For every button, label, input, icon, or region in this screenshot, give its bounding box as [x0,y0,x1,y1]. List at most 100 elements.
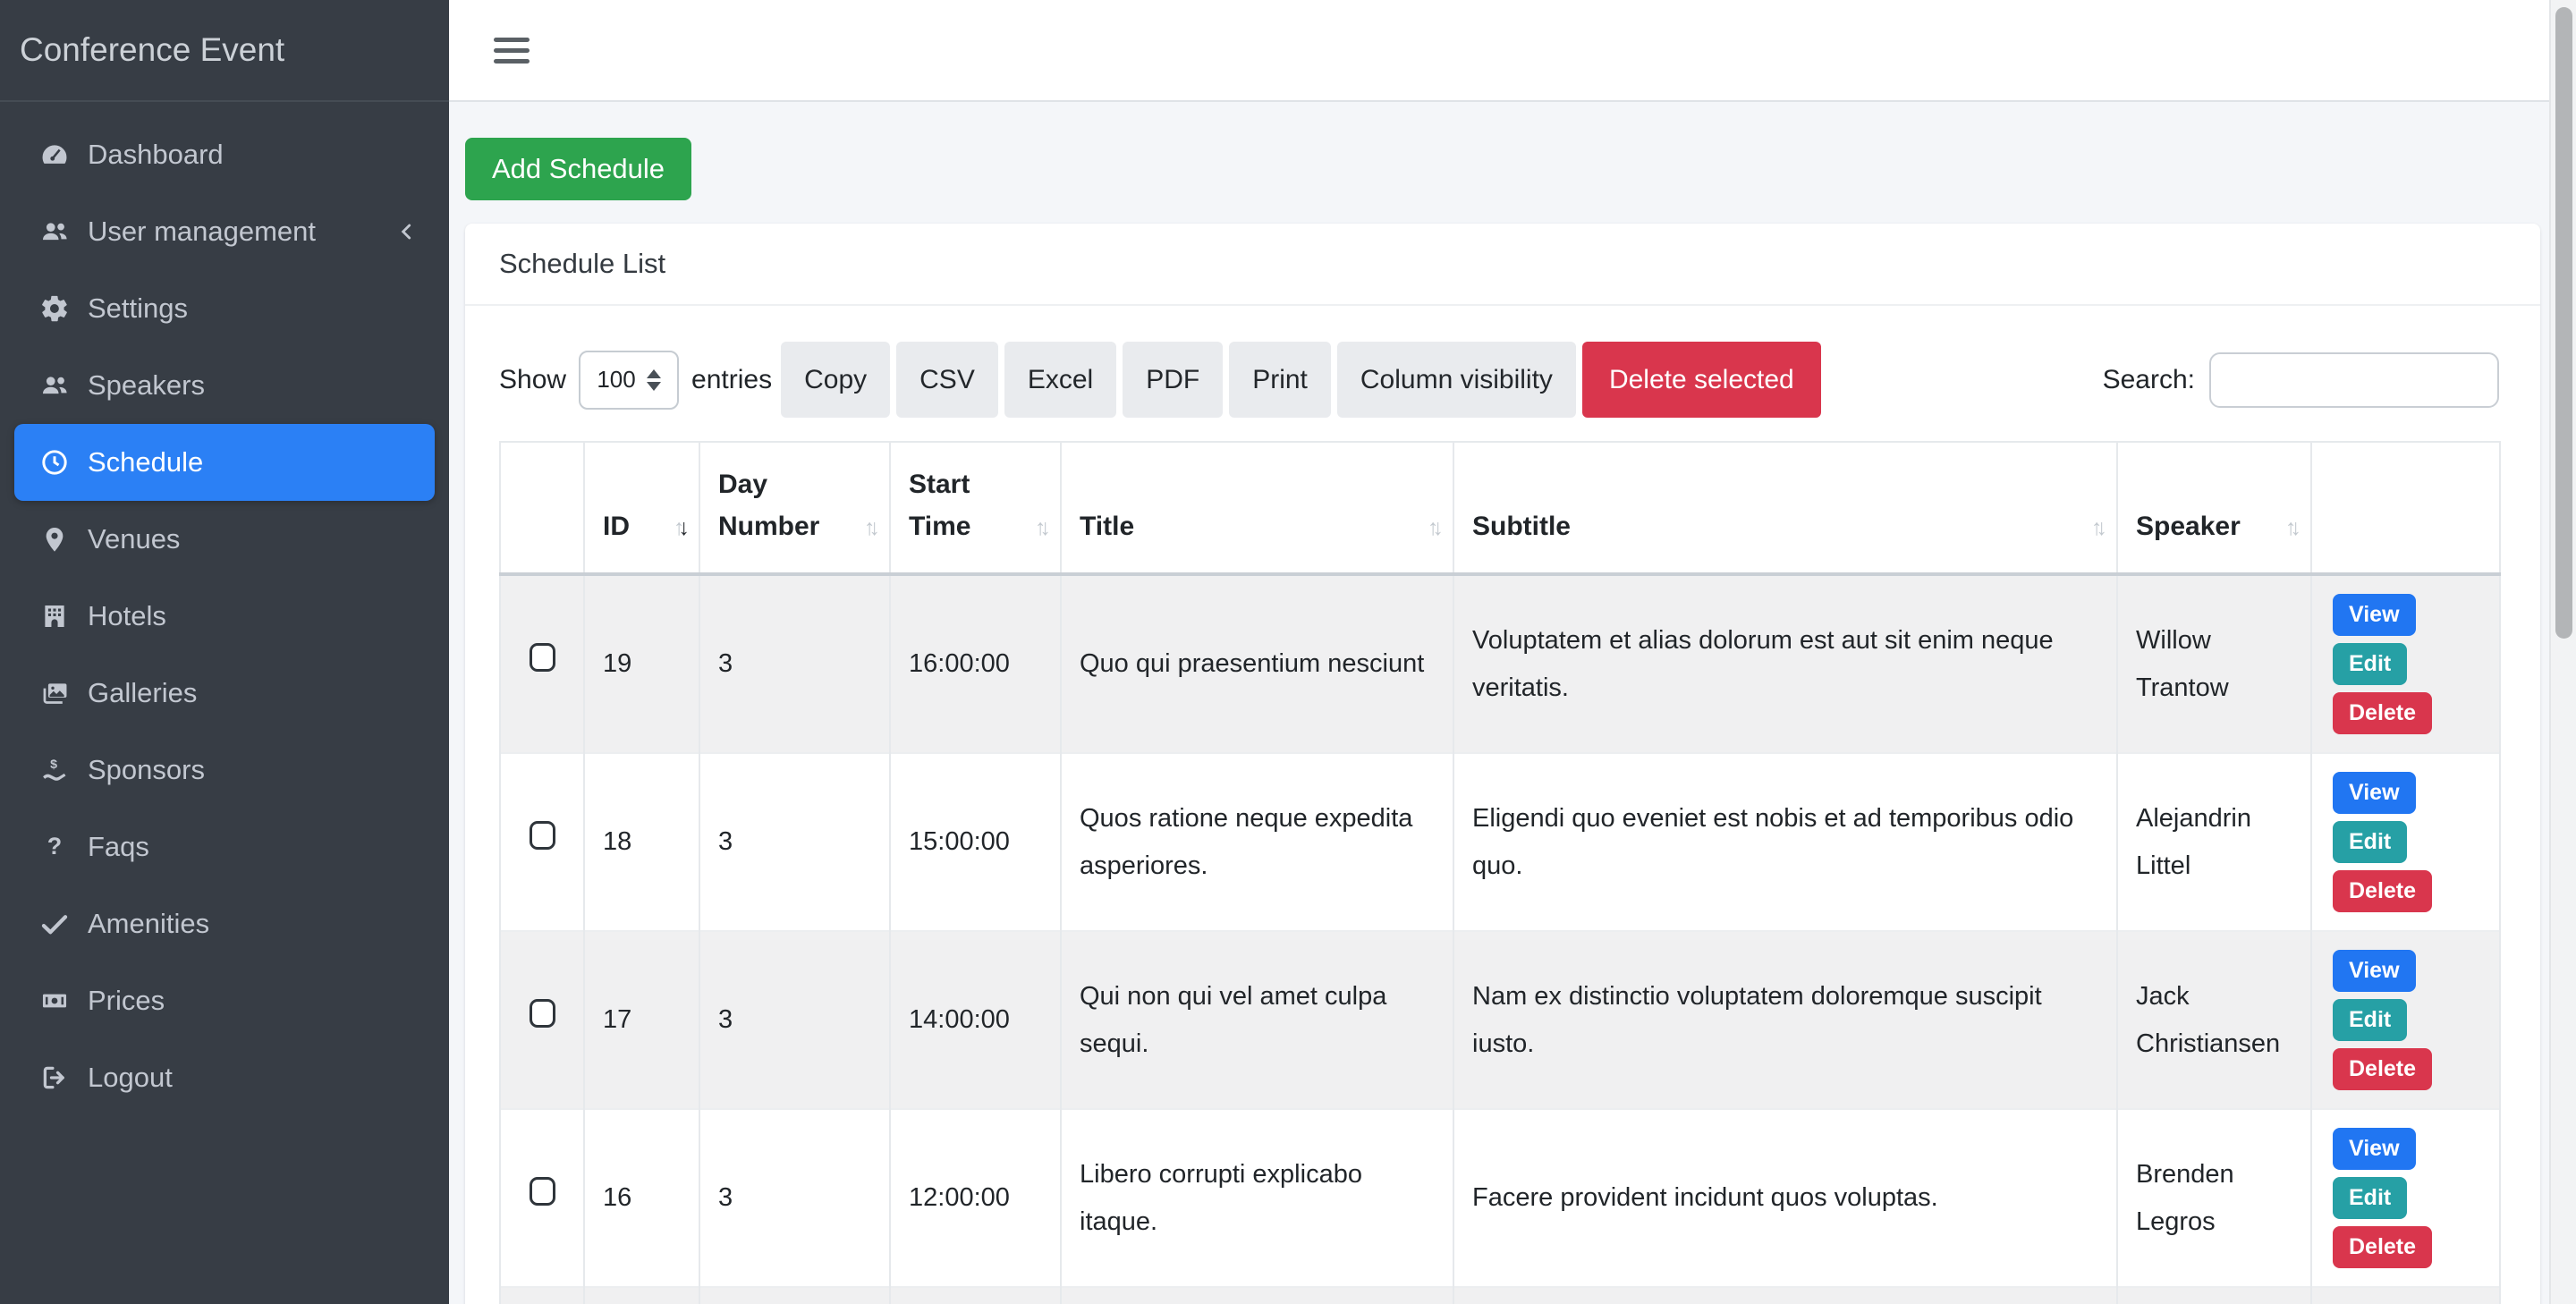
cell-id: 18 [584,752,700,931]
sidebar-item-logout[interactable]: Logout [14,1039,435,1116]
cell-subtitle: Eligendi quo eveniet est nobis et ad tem… [1453,752,2118,931]
cell-start-time: 16:00:00 [890,573,1062,753]
content-area: Add Schedule Schedule List Show 100 entr… [449,102,2576,1304]
search-input[interactable] [2209,351,2499,408]
delete-button[interactable]: Delete [2333,1226,2433,1268]
svg-text:$: $ [50,758,57,772]
users-icon [30,370,79,401]
scrollbar-track[interactable] [2549,0,2576,1304]
sidebar-item-label: Schedule [88,446,204,478]
cell-title: Qui non qui vel amet culpa sequi. [1061,930,1454,1109]
hamburger-icon [494,37,530,42]
column-header-start-time[interactable]: Start Time ↑↓ [890,441,1062,576]
show-label: Show [499,364,567,394]
sidebar-item-faqs[interactable]: ? Faqs [14,809,435,885]
cell-title: Quo qui praesentium nesciunt [1061,573,1454,753]
cell-actions: View Edit Delete [2311,1108,2501,1287]
chevron-left-icon [395,220,419,243]
column-header-label: Subtitle [1472,511,1571,541]
sidebar-item-label: Galleries [88,677,198,708]
cell-subtitle: Facere provident incidunt quos voluptas. [1453,1108,2118,1287]
view-button[interactable]: View [2333,772,2416,814]
excel-button[interactable]: Excel [1004,342,1117,418]
edit-button[interactable]: Edit [2333,643,2408,685]
view-button[interactable]: View [2333,1128,2416,1170]
sidebar-item-schedule[interactable]: Schedule [14,424,435,501]
card-title: Schedule List [465,224,2540,306]
cell-id: 17 [584,930,700,1109]
table-row: 19 3 16:00:00 Quo qui praesentium nesciu… [499,573,2501,753]
pdf-button[interactable]: PDF [1123,342,1224,418]
row-checkbox[interactable] [529,643,555,673]
schedule-table: ID ↑↓ Day Number ↑↓ Start Time ↑↓ Title … [499,441,2501,1304]
cell-speaker: Cole Emmerich [2117,1286,2312,1304]
check-icon [30,909,79,939]
table-header-row: ID ↑↓ Day Number ↑↓ Start Time ↑↓ Title … [499,441,2501,576]
clock-icon [30,447,79,478]
delete-button[interactable]: Delete [2333,870,2433,912]
entries-select[interactable]: 100 [579,350,680,410]
stepper-icon [646,368,661,391]
delete-button[interactable]: Delete [2333,1048,2433,1090]
table-body: 19 3 16:00:00 Quo qui praesentium nesciu… [499,573,2501,1304]
row-checkbox[interactable] [529,1177,555,1207]
sidebar-item-prices[interactable]: Prices [14,962,435,1039]
column-header-title[interactable]: Title ↑↓ [1061,441,1454,576]
sidebar-item-label: Faqs [88,831,149,862]
column-visibility-button[interactable]: Column visibility [1336,342,1576,418]
column-header-id[interactable]: ID ↑↓ [584,441,700,576]
copy-button[interactable]: Copy [781,342,891,418]
edit-button[interactable]: Edit [2333,1177,2408,1219]
add-schedule-button[interactable]: Add Schedule [465,138,692,200]
logout-icon [30,1063,79,1093]
svg-text:?: ? [47,833,62,859]
cell-title: Explicabo et rerum quis et ut ea. [1061,1286,1454,1304]
cell-title: Quos ratione neque expedita asperiores. [1061,752,1454,931]
view-button[interactable]: View [2333,950,2416,992]
sidebar-item-label: User management [88,216,317,247]
delete-selected-button[interactable]: Delete selected [1581,342,1821,418]
column-header-0 [499,441,585,576]
topbar [449,0,2576,102]
delete-button[interactable]: Delete [2333,692,2433,734]
column-header-speaker[interactable]: Speaker ↑↓ [2117,441,2312,576]
sidebar-item-venues[interactable]: Venues [14,501,435,578]
sidebar-item-sponsors[interactable]: $ Sponsors [14,732,435,809]
column-header-label: Title [1080,511,1135,541]
schedule-list-card: Schedule List Show 100 entries Copy CSV Ex… [465,224,2540,1304]
edit-button[interactable]: Edit [2333,999,2408,1041]
cell-speaker: Jack Christiansen [2117,930,2312,1109]
column-header-label: Speaker [2136,511,2241,541]
menu-toggle-button[interactable] [494,37,530,64]
cell-title: Libero corrupti explicabo itaque. [1061,1108,1454,1287]
sort-icon: ↑↓ [674,515,690,541]
sidebar-item-speakers[interactable]: Speakers [14,347,435,424]
sidebar-item-dashboard[interactable]: Dashboard [14,116,435,193]
column-header-subtitle[interactable]: Subtitle ↑↓ [1453,441,2118,576]
sort-icon: ↑↓ [864,515,880,541]
sort-icon: ↑↓ [1035,515,1051,541]
row-checkbox[interactable] [529,821,555,851]
column-header-day-number[interactable]: Day Number ↑↓ [699,441,891,576]
csv-button[interactable]: CSV [896,342,998,418]
cell-id: 15 [584,1286,700,1304]
sidebar-item-galleries[interactable]: Galleries [14,655,435,732]
cell-day-number: 3 [699,1108,891,1287]
cell-actions: View Edit Delete [2311,573,2501,753]
sidebar-item-amenities[interactable]: Amenities [14,885,435,962]
sort-icon: ↑↓ [2285,515,2301,541]
images-icon [30,678,79,708]
row-checkbox[interactable] [529,999,555,1029]
sidebar-item-hotels[interactable]: Hotels [14,578,435,655]
scrollbar-thumb[interactable] [2555,7,2572,639]
sidebar-item-label: Dashboard [88,139,224,170]
search-label: Search: [2102,364,2195,394]
cell-start-time: 11:00:00 [890,1286,1062,1304]
cell-actions: ViewEdit Delete [2311,1286,2501,1304]
view-button[interactable]: View [2333,594,2416,636]
sidebar-item-user-management[interactable]: User management [14,193,435,270]
print-button[interactable]: Print [1229,342,1331,418]
sidebar-item-settings[interactable]: Settings [14,270,435,347]
edit-button[interactable]: Edit [2333,821,2408,863]
